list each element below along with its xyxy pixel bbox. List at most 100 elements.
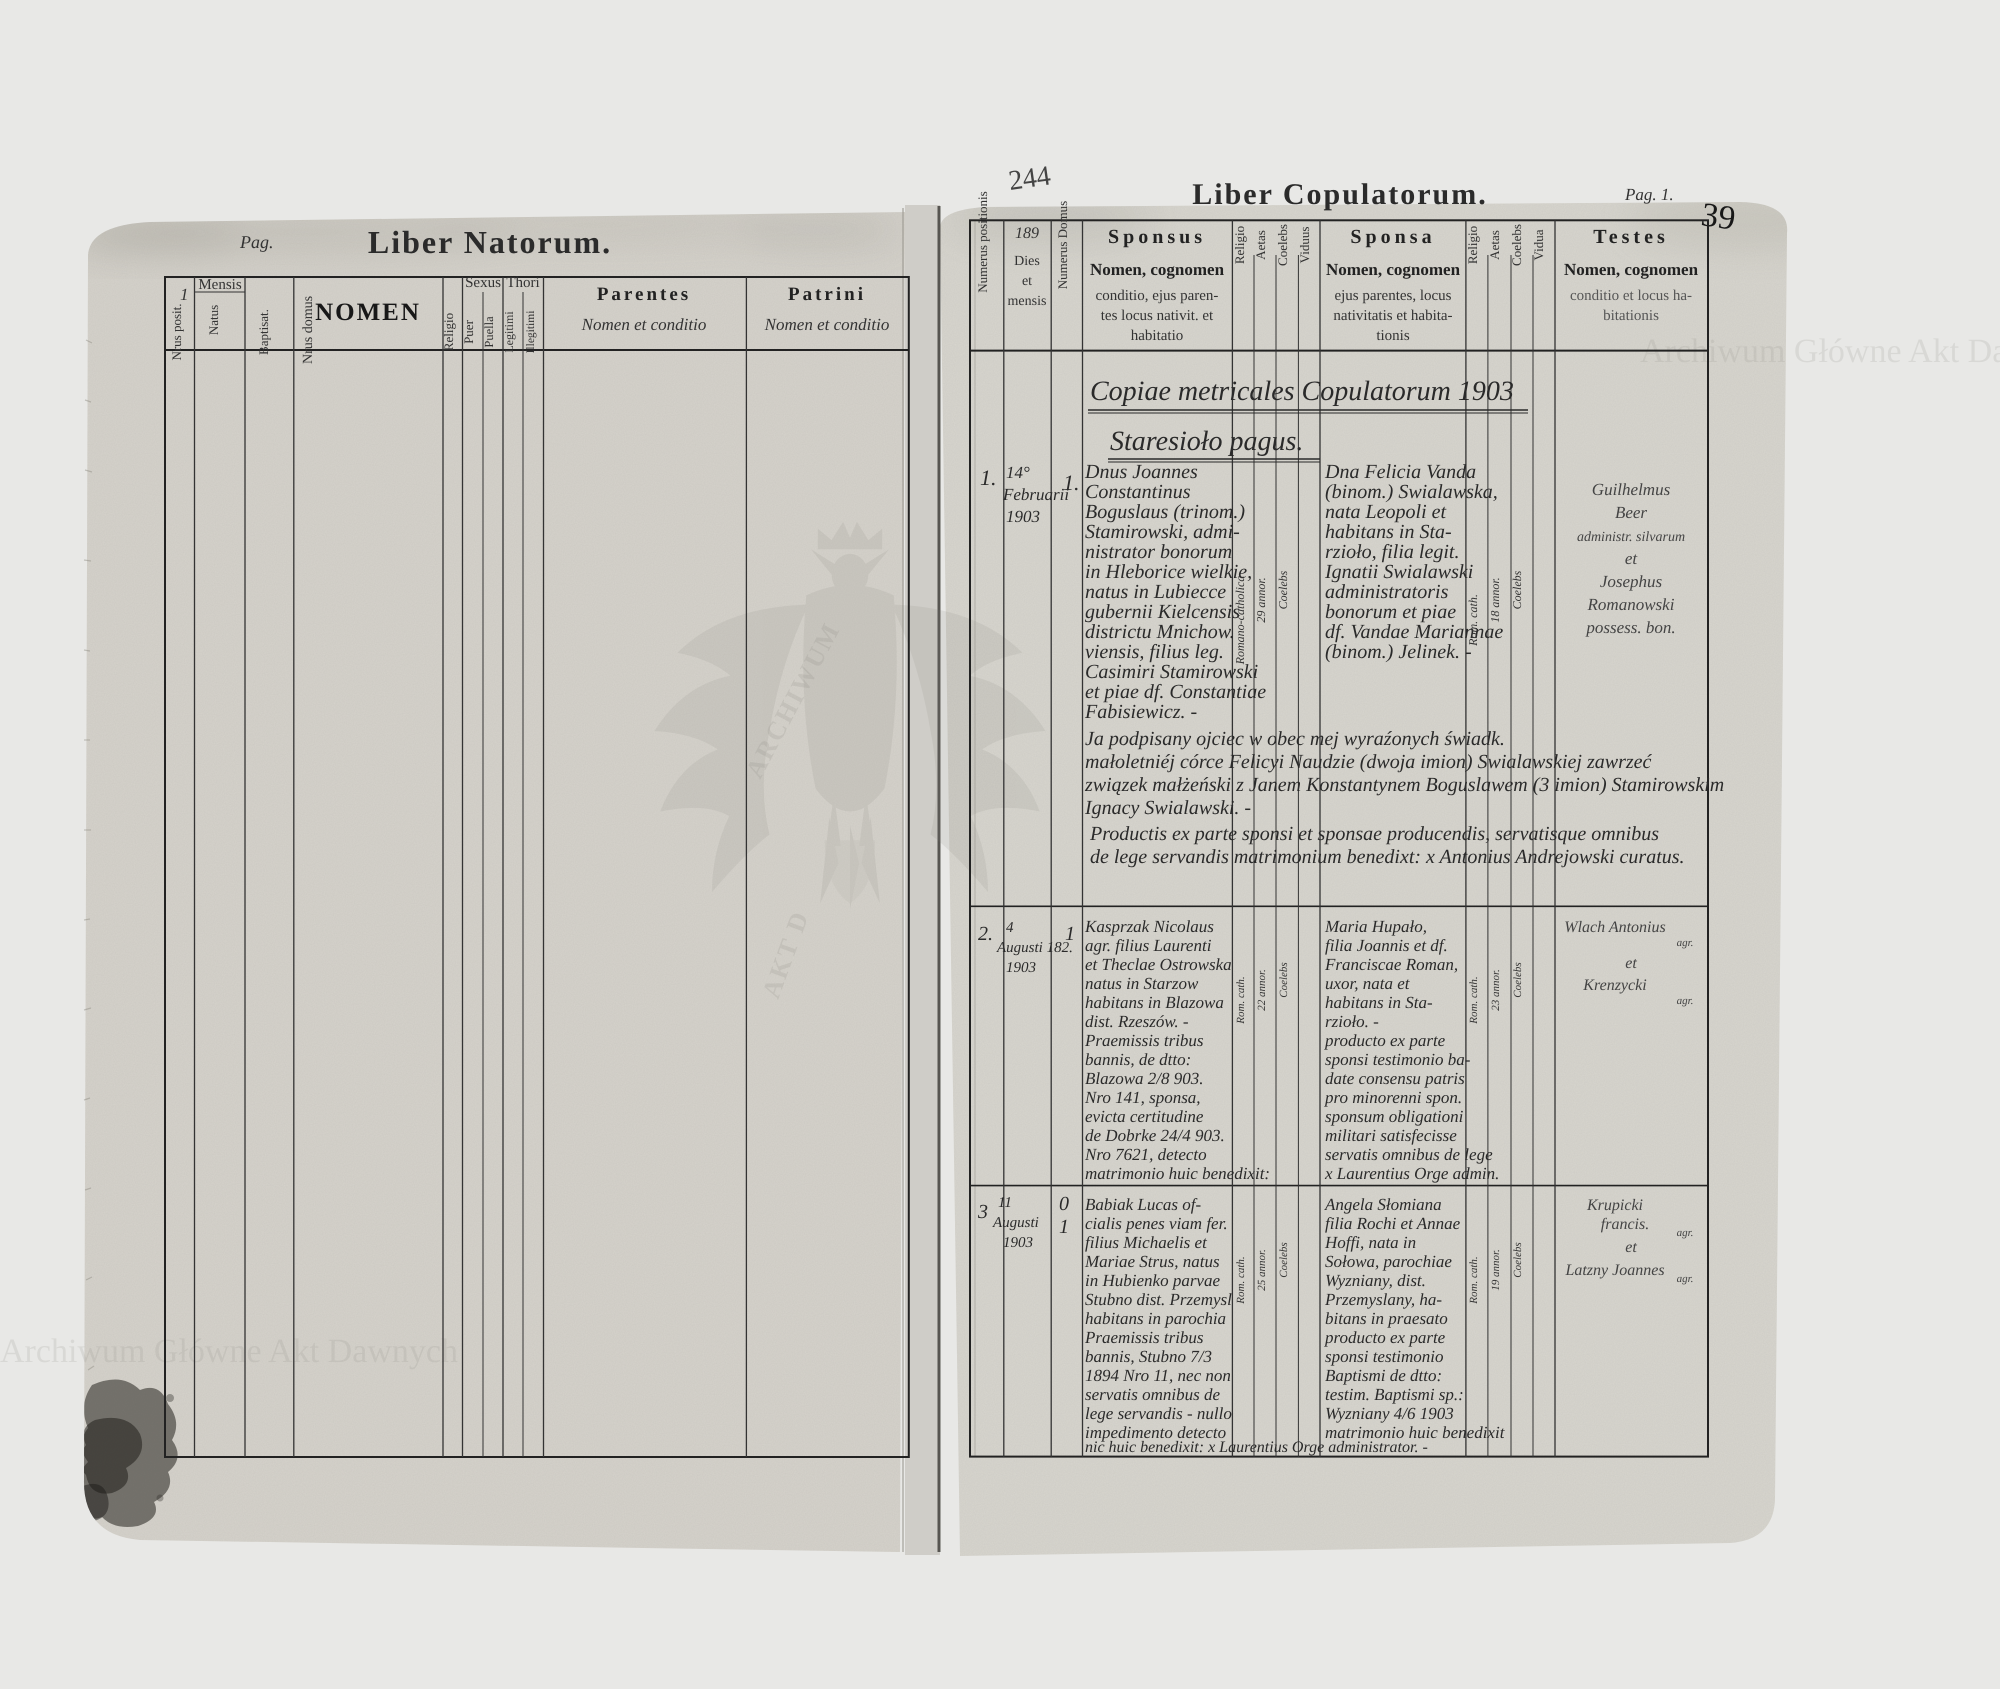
svg-text:Coelebs: Coelebs — [1278, 962, 1290, 997]
svg-text:29 annor.: 29 annor. — [1254, 577, 1268, 622]
svg-text:uxor, nata et: uxor, nata et — [1325, 974, 1411, 993]
svg-text:14°: 14° — [1006, 463, 1030, 482]
svg-text:Vidua: Vidua — [1531, 229, 1546, 260]
svg-text:Augusti 182.: Augusti 182. — [996, 940, 1073, 956]
svg-text:francis.: francis. — [1601, 1216, 1649, 1233]
svg-text:Mensis: Mensis — [198, 277, 242, 293]
svg-text:Sponsus: Sponsus — [1108, 226, 1206, 248]
svg-text:cialis penes viam fer.: cialis penes viam fer. — [1085, 1214, 1228, 1233]
svg-text:Copiae metricales Copulatorum: Copiae metricales Copulatorum 1903 — [1090, 376, 1514, 407]
svg-text:Religio: Religio — [1232, 226, 1247, 264]
svg-text:1.: 1. — [980, 465, 997, 490]
svg-text:administr. silvarum: administr. silvarum — [1577, 530, 1685, 545]
svg-text:agr.: agr. — [1677, 1273, 1694, 1285]
svg-text:Coelebs: Coelebs — [1512, 962, 1524, 997]
svg-text:Ja podpisany ojciec w obec mej: Ja podpisany ojciec w obec mej wyraźonyc… — [1085, 728, 1505, 750]
svg-text:Fabisiewicz. -: Fabisiewicz. - — [1084, 701, 1197, 723]
svg-text:Praemissis tribus: Praemissis tribus — [1084, 1328, 1204, 1347]
svg-text:administratoris: administratoris — [1325, 581, 1449, 603]
svg-text:Baptisat.: Baptisat. — [256, 309, 271, 355]
svg-text:in Hubienko parvae: in Hubienko parvae — [1085, 1271, 1220, 1290]
svg-text:Hoffi, nata in: Hoffi, nata in — [1324, 1233, 1416, 1252]
svg-text:sponsum obligationi: sponsum obligationi — [1325, 1107, 1464, 1126]
svg-text:Thori: Thori — [506, 275, 539, 291]
svg-text:evicta certitudine: evicta certitudine — [1085, 1107, 1204, 1126]
svg-text:związek małżeński z Janem Kons: związek małżeński z Janem Konstantynem B… — [1084, 774, 1724, 796]
svg-text:bonorum et piae: bonorum et piae — [1325, 601, 1456, 623]
svg-text:et piae df. Constantiae: et piae df. Constantiae — [1085, 681, 1266, 703]
svg-text:(binom.) Swialawska,: (binom.) Swialawska, — [1325, 481, 1498, 503]
svg-text:sponsi testimonio: sponsi testimonio — [1325, 1347, 1444, 1366]
svg-text:Wyzniany 4/6 1903: Wyzniany 4/6 1903 — [1325, 1404, 1454, 1423]
svg-text:Wyzniany, dist.: Wyzniany, dist. — [1325, 1271, 1426, 1290]
svg-text:agr. filius Laurenti: agr. filius Laurenti — [1085, 936, 1212, 955]
svg-text:189: 189 — [1015, 225, 1039, 242]
svg-text:testim. Baptismi sp.:: testim. Baptismi sp.: — [1325, 1385, 1464, 1404]
svg-text:in Hleborice wielkie,: in Hleborice wielkie, — [1085, 561, 1252, 583]
svg-text:Patrini: Patrini — [788, 284, 866, 305]
svg-text:servatis omnibus de lege: servatis omnibus de lege — [1325, 1145, 1493, 1164]
svg-text:matrimonio huic benedixit:: matrimonio huic benedixit: — [1085, 1164, 1270, 1183]
svg-text:Ignatii Swialawski: Ignatii Swialawski — [1324, 561, 1473, 583]
svg-text:Rom. cath.: Rom. cath. — [1468, 976, 1480, 1024]
svg-text:Staresioło pagus.: Staresioło pagus. — [1110, 426, 1303, 457]
svg-text:Babiak Lucas of-: Babiak Lucas of- — [1085, 1195, 1201, 1214]
svg-text:natus in Starzow: natus in Starzow — [1085, 974, 1199, 993]
svg-text:Pag.: Pag. — [239, 232, 274, 252]
svg-text:11: 11 — [998, 1195, 1012, 1211]
svg-text:3: 3 — [977, 1201, 988, 1223]
svg-text:Legitimi: Legitimi — [502, 311, 516, 353]
svg-text:tionis: tionis — [1376, 328, 1410, 344]
svg-text:nativitatis et habita-: nativitatis et habita- — [1333, 308, 1452, 324]
svg-text:Natus: Natus — [206, 305, 221, 335]
svg-text:Testes: Testes — [1593, 226, 1668, 248]
svg-text:nata Leopoli et: nata Leopoli et — [1325, 501, 1447, 523]
svg-text:filia Joannis et df.: filia Joannis et df. — [1325, 936, 1448, 955]
svg-text:bannis, Stubno 7/3: bannis, Stubno 7/3 — [1085, 1347, 1212, 1366]
svg-text:Wlach Antonius: Wlach Antonius — [1564, 919, 1665, 936]
svg-text:Beer: Beer — [1615, 503, 1647, 522]
svg-text:Archiwum Główne Akt Dawnych: Archiwum Główne Akt Dawnych — [0, 1333, 458, 1370]
svg-text:sponsi testimonio ba-: sponsi testimonio ba- — [1325, 1050, 1471, 1069]
svg-text:Productis ex parte sponsi et s: Productis ex parte sponsi et sponsae pro… — [1089, 823, 1659, 845]
svg-text:Coelebs: Coelebs — [1509, 224, 1524, 266]
svg-text:2.: 2. — [978, 923, 993, 945]
svg-text:Coelebs: Coelebs — [1276, 570, 1290, 609]
svg-text:Rom. cath.: Rom. cath. — [1466, 594, 1480, 647]
svg-text:244: 244 — [1007, 160, 1053, 197]
svg-text:Pag. 1.: Pag. 1. — [1624, 185, 1674, 204]
svg-text:Coelebs: Coelebs — [1512, 1242, 1524, 1277]
svg-text:Romano-catholica: Romano-catholica — [1233, 576, 1247, 666]
svg-text:et: et — [1625, 1239, 1637, 1256]
svg-text:filius Michaelis et: filius Michaelis et — [1085, 1233, 1208, 1252]
svg-text:habitans in parochia: habitans in parochia — [1085, 1309, 1226, 1328]
svg-text:Nro 141, sponsa,: Nro 141, sponsa, — [1084, 1088, 1201, 1107]
svg-text:Baptismi de dtto:: Baptismi de dtto: — [1325, 1366, 1442, 1385]
svg-text:Nrus domus: Nrus domus — [301, 296, 316, 364]
svg-text:1: 1 — [1059, 1216, 1069, 1238]
svg-text:lege servandis - nullo: lege servandis - nullo — [1085, 1404, 1232, 1423]
svg-text:Stamirowski, admi-: Stamirowski, admi- — [1085, 521, 1240, 543]
svg-text:pro minorenni spon.: pro minorenni spon. — [1324, 1088, 1462, 1107]
svg-text:Krenzycki: Krenzycki — [1582, 977, 1646, 994]
svg-text:Puer: Puer — [461, 319, 476, 344]
svg-text:Kasprzak Nicolaus: Kasprzak Nicolaus — [1084, 917, 1214, 936]
svg-text:rzioło. -: rzioło. - — [1325, 1012, 1379, 1031]
svg-text:Numerus Domus: Numerus Domus — [1055, 201, 1070, 289]
svg-text:Rom. cath.: Rom. cath. — [1468, 1256, 1480, 1304]
svg-text:Coelebs: Coelebs — [1510, 570, 1524, 609]
svg-text:39: 39 — [1699, 196, 1738, 237]
svg-text:agr.: agr. — [1677, 937, 1694, 949]
svg-text:conditio et locus ha-: conditio et locus ha- — [1570, 288, 1692, 304]
svg-text:Viduus: Viduus — [1297, 227, 1312, 264]
svg-text:19 annor.: 19 annor. — [1490, 1249, 1502, 1291]
svg-text:(binom.) Jelinek. -: (binom.) Jelinek. - — [1325, 641, 1472, 663]
svg-text:Mariae Strus, natus: Mariae Strus, natus — [1084, 1252, 1220, 1271]
svg-text:bitans in praesato: bitans in praesato — [1325, 1309, 1448, 1328]
svg-text:rzioło, filia legit.: rzioło, filia legit. — [1325, 541, 1459, 563]
svg-text:Nomen, cognomen: Nomen, cognomen — [1090, 260, 1225, 279]
svg-text:Liber Copulatorum.: Liber Copulatorum. — [1192, 178, 1487, 211]
svg-text:Maria Hupało,: Maria Hupało, — [1324, 917, 1427, 936]
svg-text:Romanowski: Romanowski — [1587, 595, 1675, 614]
svg-text:Krupicki: Krupicki — [1586, 1197, 1643, 1214]
